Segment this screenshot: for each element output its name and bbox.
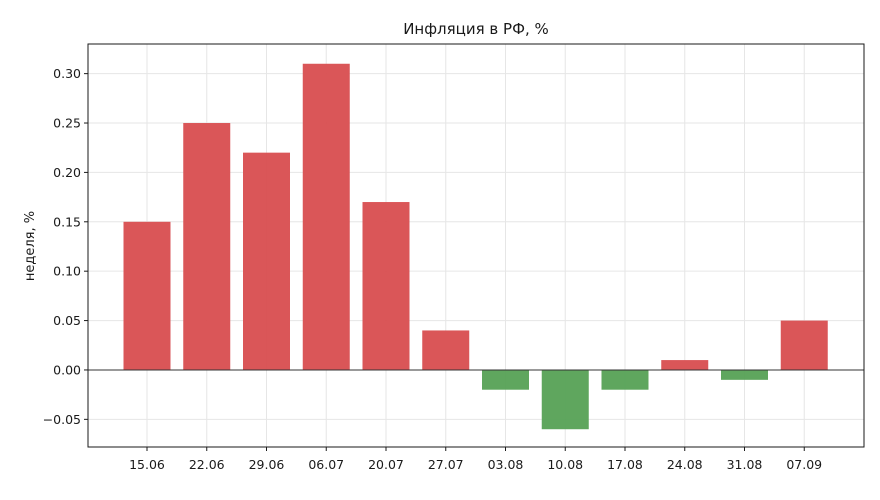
x-tick-label: 07.09 <box>786 457 822 472</box>
y-tick-label: 0.10 <box>53 264 81 279</box>
x-tick-label: 31.08 <box>727 457 763 472</box>
x-tick-label: 27.07 <box>428 457 464 472</box>
x-tick-label: 22.06 <box>189 457 225 472</box>
bars <box>123 63 828 430</box>
y-tick-label: 0.30 <box>53 66 81 81</box>
x-tick-label: 10.08 <box>547 457 583 472</box>
x-tick-label: 17.08 <box>607 457 643 472</box>
bar-29.06 <box>243 152 290 370</box>
y-tick-label: 0.15 <box>53 214 81 229</box>
x-tick-label: 29.06 <box>249 457 285 472</box>
y-ticks: 0.30 0.25 0.20 0.15 0.10 0.05 0.00 −0.05 <box>43 66 88 427</box>
bar-07.09 <box>780 320 828 370</box>
y-axis-label: неделя, % <box>23 211 38 281</box>
bar-22.06 <box>183 123 231 370</box>
bar-20.07 <box>362 202 410 370</box>
y-tick-label: −0.05 <box>43 412 81 427</box>
x-tick-label: 20.07 <box>368 457 404 472</box>
y-tick-label: 0.00 <box>53 362 81 377</box>
x-tick-label: 06.07 <box>308 457 344 472</box>
x-tick-label: 03.08 <box>488 457 524 472</box>
x-ticks: 15.06 22.06 29.06 06.07 20.07 27.07 03.08 10.08… <box>129 447 822 472</box>
y-tick-label: 0.05 <box>53 313 81 328</box>
plot-frame <box>87 43 865 448</box>
bar-31.08 <box>721 369 768 380</box>
bar-10.08 <box>541 369 589 430</box>
bar-27.07 <box>422 330 470 370</box>
y-tick-label: 0.20 <box>53 165 81 180</box>
x-tick-label: 15.06 <box>129 457 165 472</box>
y-tick-label: 0.25 <box>53 116 81 131</box>
bar-15.06 <box>123 221 171 370</box>
x-tick-label: 24.08 <box>667 457 703 472</box>
bar-03.08 <box>482 369 529 390</box>
chart-title: Инфляция в РФ, % <box>403 20 549 38</box>
bar-17.08 <box>601 369 649 390</box>
bar-24.08 <box>661 360 709 370</box>
bar-06.07 <box>302 63 350 370</box>
